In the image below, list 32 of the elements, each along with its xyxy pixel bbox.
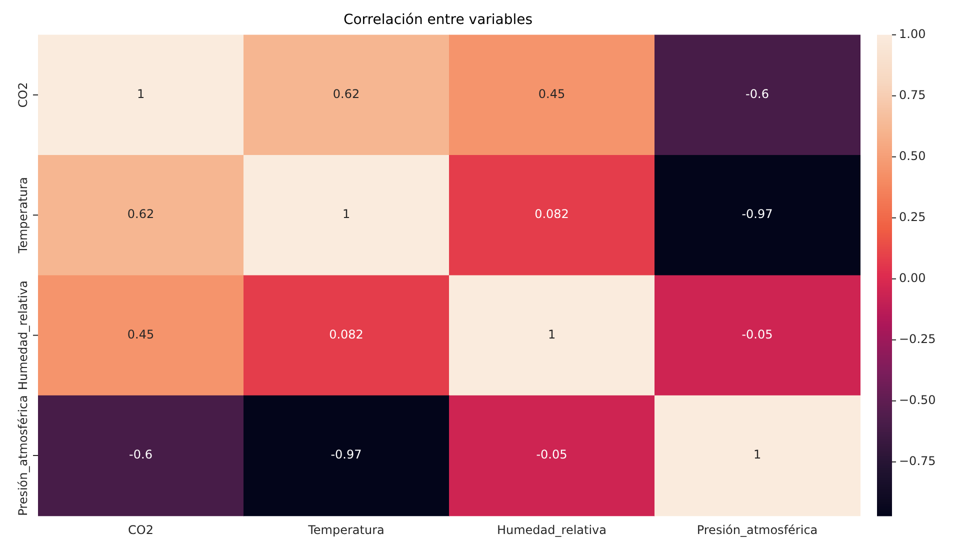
color-bar-label: −0.75: [899, 454, 936, 468]
data-label: -0.6: [129, 448, 152, 462]
x-tick-label: CO2: [128, 522, 154, 537]
data-label: -0.97: [742, 207, 773, 222]
color-bar-label: 0.25: [899, 210, 926, 224]
data-label: 0.62: [332, 87, 360, 102]
color-bar-label: 0.00: [899, 270, 926, 285]
color-bar-label: 0.50: [899, 148, 926, 163]
data-label: 0.45: [538, 87, 566, 102]
color-bar-label: −0.25: [899, 332, 936, 346]
x-tick-label: Temperatura: [307, 522, 384, 537]
data-label: -0.05: [742, 327, 773, 342]
data-label: -0.97: [330, 448, 362, 462]
data-label: 0.082: [534, 207, 569, 222]
data-label: 1: [753, 448, 762, 462]
data-label: 1: [136, 87, 145, 102]
data-label: 0.45: [127, 327, 154, 342]
x-tick-label: Humedad_relativa: [496, 522, 607, 537]
y-tick-label: Humedad_relativa: [16, 280, 30, 390]
chart-title: Correlación entre variables: [343, 12, 533, 28]
data-label: -0.05: [536, 448, 568, 462]
color-bar-label: 1.00: [899, 26, 926, 41]
data-label: 1: [548, 327, 556, 342]
color-bar-label: 0.75: [899, 88, 926, 102]
x-tick-label: Presión_atmosférica: [696, 522, 818, 537]
data-label: -0.6: [746, 87, 769, 102]
data-label: 1: [342, 207, 350, 222]
y-tick-label: Temperatura: [16, 176, 30, 254]
data-label: 0.62: [127, 207, 154, 222]
y-tick-label: CO2: [16, 82, 30, 108]
color-bar-label: −0.50: [899, 393, 936, 408]
data-label: 0.082: [329, 327, 364, 342]
